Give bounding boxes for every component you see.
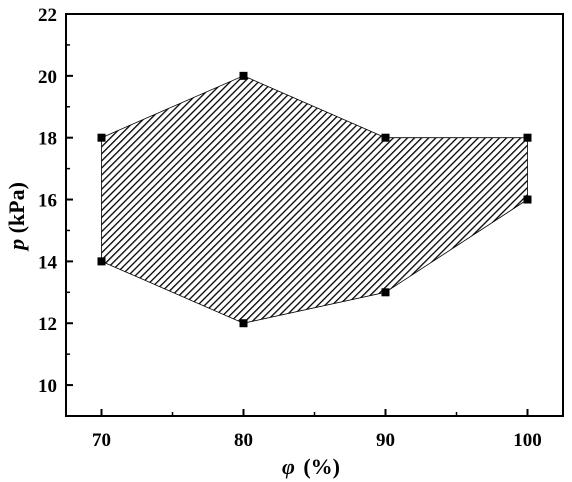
x-tick-label: 80 [234,430,253,451]
marker-upper [239,71,248,80]
y-axis-unit: (kPa) [4,182,29,233]
y-tick-label: 16 [38,191,57,212]
y-axis: 10 12 14 16 18 20 22 [38,5,73,417]
x-axis-title: φ (%) [282,454,340,479]
x-tick-label: 90 [376,430,395,451]
y-tick-label: 20 [38,67,57,88]
y-tick-label: 12 [38,314,57,335]
y-tick-label: 22 [38,5,57,26]
x-tick-label: 100 [513,430,542,451]
marker-lower [239,319,248,328]
x-axis: 70 80 90 100 [92,409,542,451]
y-tick-label: 10 [38,376,57,397]
y-axis-symbol: p [4,239,29,252]
x-axis-symbol: φ [282,454,295,479]
y-tick-label: 18 [38,129,57,150]
y-axis-title: p (kPa) [4,182,29,252]
marker-lower [523,195,532,204]
y-tick-label: 14 [38,252,58,273]
marker-upper [381,133,390,142]
marker-lower [97,257,106,266]
x-axis-unit: (%) [303,454,340,479]
marker-upper [97,133,106,142]
plot-area: 70 80 90 100 10 12 14 16 18 20 22 [38,5,564,451]
x-tick-label: 70 [92,430,111,451]
data-markers [97,71,532,328]
range-band [101,75,528,324]
marker-lower [381,288,390,297]
marker-upper [523,133,532,142]
